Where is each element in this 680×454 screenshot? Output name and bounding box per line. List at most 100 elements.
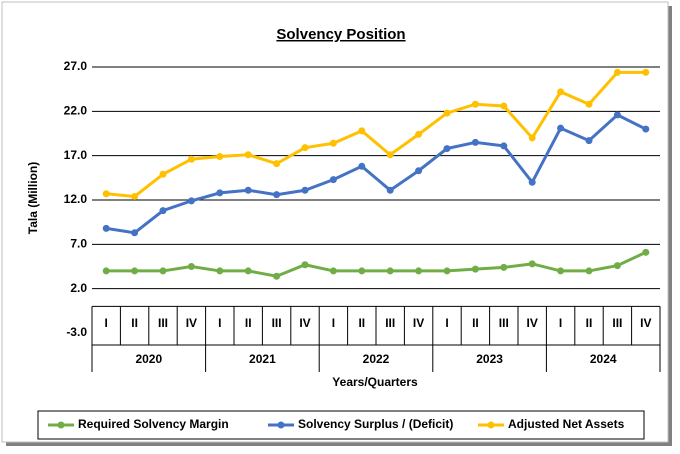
x-group-label: 2023 — [476, 352, 503, 366]
series-point — [500, 102, 508, 110]
series-point — [386, 186, 394, 194]
series-point — [273, 160, 281, 168]
series-point — [244, 267, 252, 275]
series-point — [557, 88, 565, 96]
series-line — [105, 113, 647, 235]
series-point — [301, 261, 309, 269]
series-point — [500, 263, 508, 271]
x-tick-label: I — [218, 316, 221, 330]
series-point — [642, 125, 650, 133]
series-point — [187, 263, 195, 270]
y-tick-label: 7.0 — [70, 237, 87, 251]
x-axis-label: Years/Quarters — [332, 375, 418, 389]
legend-box — [37, 410, 645, 440]
y-tick-label: 12.0 — [64, 192, 88, 206]
series-point — [613, 262, 621, 270]
series-point — [102, 267, 110, 275]
x-group-label: 2021 — [249, 352, 276, 366]
legend-label: Required Solvency Margin — [78, 417, 229, 431]
x-tick-label: I — [559, 316, 562, 330]
series-point — [216, 189, 224, 197]
series-point — [528, 260, 536, 268]
series-point — [301, 144, 309, 152]
x-tick-label: I — [332, 316, 335, 330]
legend-label: Solvency Surplus / (Deficit) — [298, 417, 453, 431]
series-point — [415, 167, 423, 175]
series-point — [585, 267, 593, 275]
series-point — [585, 100, 593, 108]
series-point — [187, 197, 195, 205]
series-point — [557, 267, 565, 275]
series-point — [358, 127, 366, 135]
y-tick-label: 27.0 — [64, 59, 88, 73]
y-tick-label: 22.0 — [64, 104, 88, 118]
series-point — [159, 207, 167, 215]
series-point — [386, 151, 394, 159]
series-point — [500, 142, 508, 150]
legend-marker — [57, 421, 65, 429]
series-point — [471, 100, 479, 108]
series-line — [106, 70, 646, 199]
x-tick-label: III — [612, 316, 622, 330]
series-point — [301, 186, 309, 194]
chart-border — [1, 1, 669, 443]
series-point — [329, 267, 337, 275]
x-tick-label: IV — [299, 316, 310, 330]
y-axis-label: Tala (Million) — [26, 162, 40, 234]
series-point — [528, 134, 536, 142]
series-point — [244, 186, 252, 194]
series-point — [329, 176, 337, 184]
series-line — [106, 250, 647, 278]
legend-marker — [487, 421, 495, 429]
series-point — [102, 190, 110, 198]
series-point — [613, 111, 621, 119]
x-group-label: 2022 — [363, 352, 390, 366]
y-tick-label: -3.0 — [66, 325, 87, 339]
chart-title: Solvency Position — [276, 26, 405, 43]
series-point — [443, 267, 451, 275]
series-point — [159, 267, 167, 275]
x-tick-label: II — [245, 316, 252, 330]
series-point — [358, 267, 366, 275]
y-tick-label: 17.0 — [64, 148, 88, 162]
series-point — [471, 138, 479, 146]
series-point — [386, 267, 394, 275]
series-point — [131, 192, 139, 200]
series-point — [443, 109, 451, 117]
series-point — [443, 145, 451, 153]
x-tick-label: II — [586, 316, 593, 330]
series-point — [358, 162, 366, 170]
series-point — [216, 153, 224, 161]
x-tick-label: III — [385, 316, 395, 330]
series-point — [642, 68, 650, 76]
legend-marker — [277, 421, 285, 429]
series-point — [273, 191, 281, 199]
series-point — [415, 267, 423, 275]
series-point — [187, 155, 195, 163]
series-point — [415, 130, 423, 138]
x-tick-label: II — [358, 316, 365, 330]
y-tick-label: 2.0 — [70, 281, 87, 295]
x-tick-label: II — [472, 316, 479, 330]
x-tick-label: III — [272, 316, 282, 330]
x-tick-label: I — [105, 316, 108, 330]
series-point — [329, 139, 337, 147]
x-tick-label: III — [158, 316, 168, 330]
legend-label: Adjusted Net Assets — [508, 417, 625, 431]
series-point — [131, 267, 139, 275]
series-point — [244, 151, 252, 159]
series-point — [613, 68, 621, 76]
series-point — [131, 229, 139, 237]
series-point — [557, 124, 565, 132]
series-point — [528, 178, 536, 186]
series-point — [159, 170, 167, 178]
x-group-label: 2020 — [135, 352, 162, 366]
series-point — [585, 137, 593, 145]
x-tick-label: IV — [413, 316, 424, 330]
x-tick-label: IV — [186, 316, 197, 330]
series-point — [273, 272, 281, 280]
x-tick-label: III — [499, 316, 509, 330]
x-tick-label: II — [131, 316, 138, 330]
